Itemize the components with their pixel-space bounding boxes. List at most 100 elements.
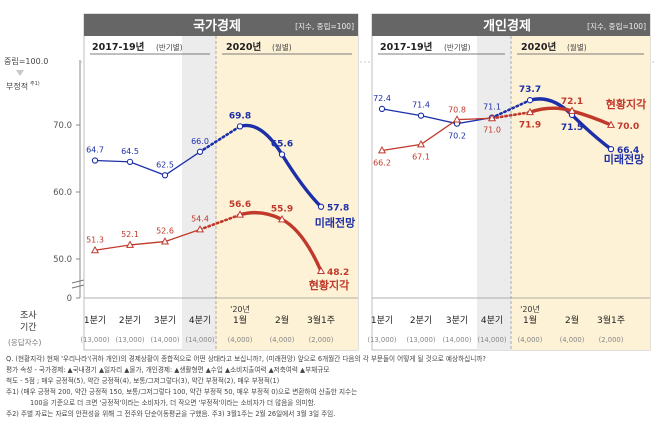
category-label: 2월 (275, 314, 289, 326)
respondent-count: (14,000) (185, 336, 214, 344)
data-label: 71.0 (483, 125, 501, 134)
period-sub-right: (월별) (272, 42, 292, 52)
data-label: 66.0 (191, 137, 209, 146)
data-point (378, 105, 386, 113)
series-line-halfyear (94, 151, 201, 176)
data-point (487, 113, 497, 122)
series-line-connector (198, 213, 242, 231)
category-label: 3월1주 (597, 314, 625, 326)
data-label: 54.4 (191, 215, 209, 224)
data-label: 72.4 (373, 94, 391, 103)
respondent-count: (4,000) (270, 336, 295, 344)
period-sub-left: (반기별) (444, 42, 471, 52)
series-name-label: 미래전망 (315, 216, 355, 230)
category-label: 1월 (523, 314, 537, 326)
data-label: 65.6 (271, 139, 293, 149)
series-line-connector (490, 98, 532, 119)
period-header-left: 2017-19년 (380, 41, 432, 53)
q4-highlight (477, 36, 511, 350)
data-point (277, 215, 287, 223)
footnote-scale: 척도 - 5점 ; 매우 긍정적(5), 약간 긍정적(4), 보통/그저그렇다… (6, 377, 280, 385)
category-label: 2분기 (119, 315, 141, 326)
data-point (160, 237, 170, 245)
panel-title-bar (372, 14, 650, 36)
series-name-label: 현황지각 (606, 97, 646, 111)
data-point (567, 106, 577, 114)
neutral-marker (16, 70, 24, 76)
respondent-count: (4,000) (518, 336, 543, 344)
data-point (417, 112, 425, 119)
y-tick-label: 0 (67, 294, 72, 304)
panel-title: 개인경제 (483, 18, 531, 34)
data-label: 71.5 (561, 123, 583, 133)
series-line-halfyear (94, 228, 201, 251)
negative-sup: 주1) (30, 81, 40, 87)
data-label: 64.5 (121, 147, 139, 156)
category-label: 1월 (233, 314, 247, 326)
data-point (161, 172, 169, 179)
period-sub-right: (월별) (567, 42, 587, 52)
data-label: 57.8 (327, 204, 349, 214)
data-label: 66.2 (373, 158, 391, 167)
data-point (236, 123, 244, 130)
y-tick-label: 70.0 (53, 121, 72, 131)
data-label: 62.5 (156, 160, 174, 169)
data-point (316, 266, 326, 274)
panel-unit-note: [지수, 중립=100] (587, 22, 646, 31)
data-label: 52.1 (121, 230, 139, 239)
series-line-connector (198, 125, 242, 154)
category-label: 2분기 (410, 315, 432, 326)
y-tick-label: 50.0 (53, 255, 72, 265)
data-point (525, 107, 535, 116)
data-point (416, 139, 426, 148)
category-label: 1분기 (371, 315, 393, 326)
data-label: 55.9 (271, 204, 293, 214)
respondent-count: (13,000) (406, 336, 435, 344)
footnote-attributes: 평가 속성 - 국가경제: ▲국내경기 ▲일자리 ▲물가, 개인경제: ▲생활형… (6, 366, 330, 374)
respondent-count: (14,000) (150, 336, 179, 344)
respondent-count: (13,000) (80, 336, 109, 344)
period-header-right: 2020년 (521, 41, 556, 53)
category-label: 4분기 (189, 315, 211, 326)
data-point (126, 158, 134, 165)
data-label: 52.6 (156, 227, 174, 236)
data-label: 66.4 (617, 146, 639, 156)
negative-label: 부정적 (6, 81, 28, 91)
category-prefix: '20년 (520, 304, 540, 314)
respondent-count: (14,000) (442, 336, 471, 344)
series-name-label: 미래전망 (604, 152, 644, 166)
survey-label-2: 기간 (20, 322, 37, 333)
data-label: 51.3 (86, 235, 104, 244)
data-point (278, 151, 286, 158)
category-label: 3분기 (154, 315, 176, 326)
data-label: 71.4 (412, 101, 430, 110)
data-label: 73.7 (519, 85, 541, 95)
panel-title: 국가경제 (193, 18, 241, 34)
data-label: 67.1 (412, 152, 430, 161)
category-label: 1분기 (84, 315, 106, 326)
panel-personal: 개인경제 [지수, 중립=100] 2017-19년 (반기별) 2020년 (월별) 1분… (367, 13, 651, 351)
monthly-highlight (216, 36, 358, 350)
data-label: 72.1 (561, 97, 583, 107)
footnote-question: Q. (현황지각) 현재 '우리나라'(귀하 개인)의 경제상황이 종합적으로 … (6, 355, 486, 363)
data-label: 70.8 (448, 106, 466, 115)
monthly-highlight (511, 36, 650, 350)
y-tick-label: 60.0 (53, 188, 72, 198)
data-label: 48.2 (327, 268, 349, 278)
period-header-right: 2020년 (226, 41, 261, 53)
footnote-note1: 주1) (매우 긍정적 200, 약간 긍정적 150, 보통/그저그렇다 10… (6, 388, 358, 396)
period-header-left: 2017-19년 (92, 41, 144, 53)
respondents-label: (응답자수) (8, 337, 42, 347)
category-label: 4분기 (481, 315, 503, 326)
data-point (317, 203, 325, 210)
series-name-label: 현황지각 (309, 278, 349, 292)
data-point (452, 115, 462, 123)
category-label: 3월1주 (307, 314, 335, 326)
q4-highlight (182, 36, 216, 350)
data-label: 70.2 (448, 132, 466, 141)
neutral-label: 중립=100.0 (4, 57, 48, 66)
data-point (195, 225, 205, 233)
data-label: 71.9 (519, 120, 541, 130)
respondent-count: (13,000) (115, 336, 144, 344)
